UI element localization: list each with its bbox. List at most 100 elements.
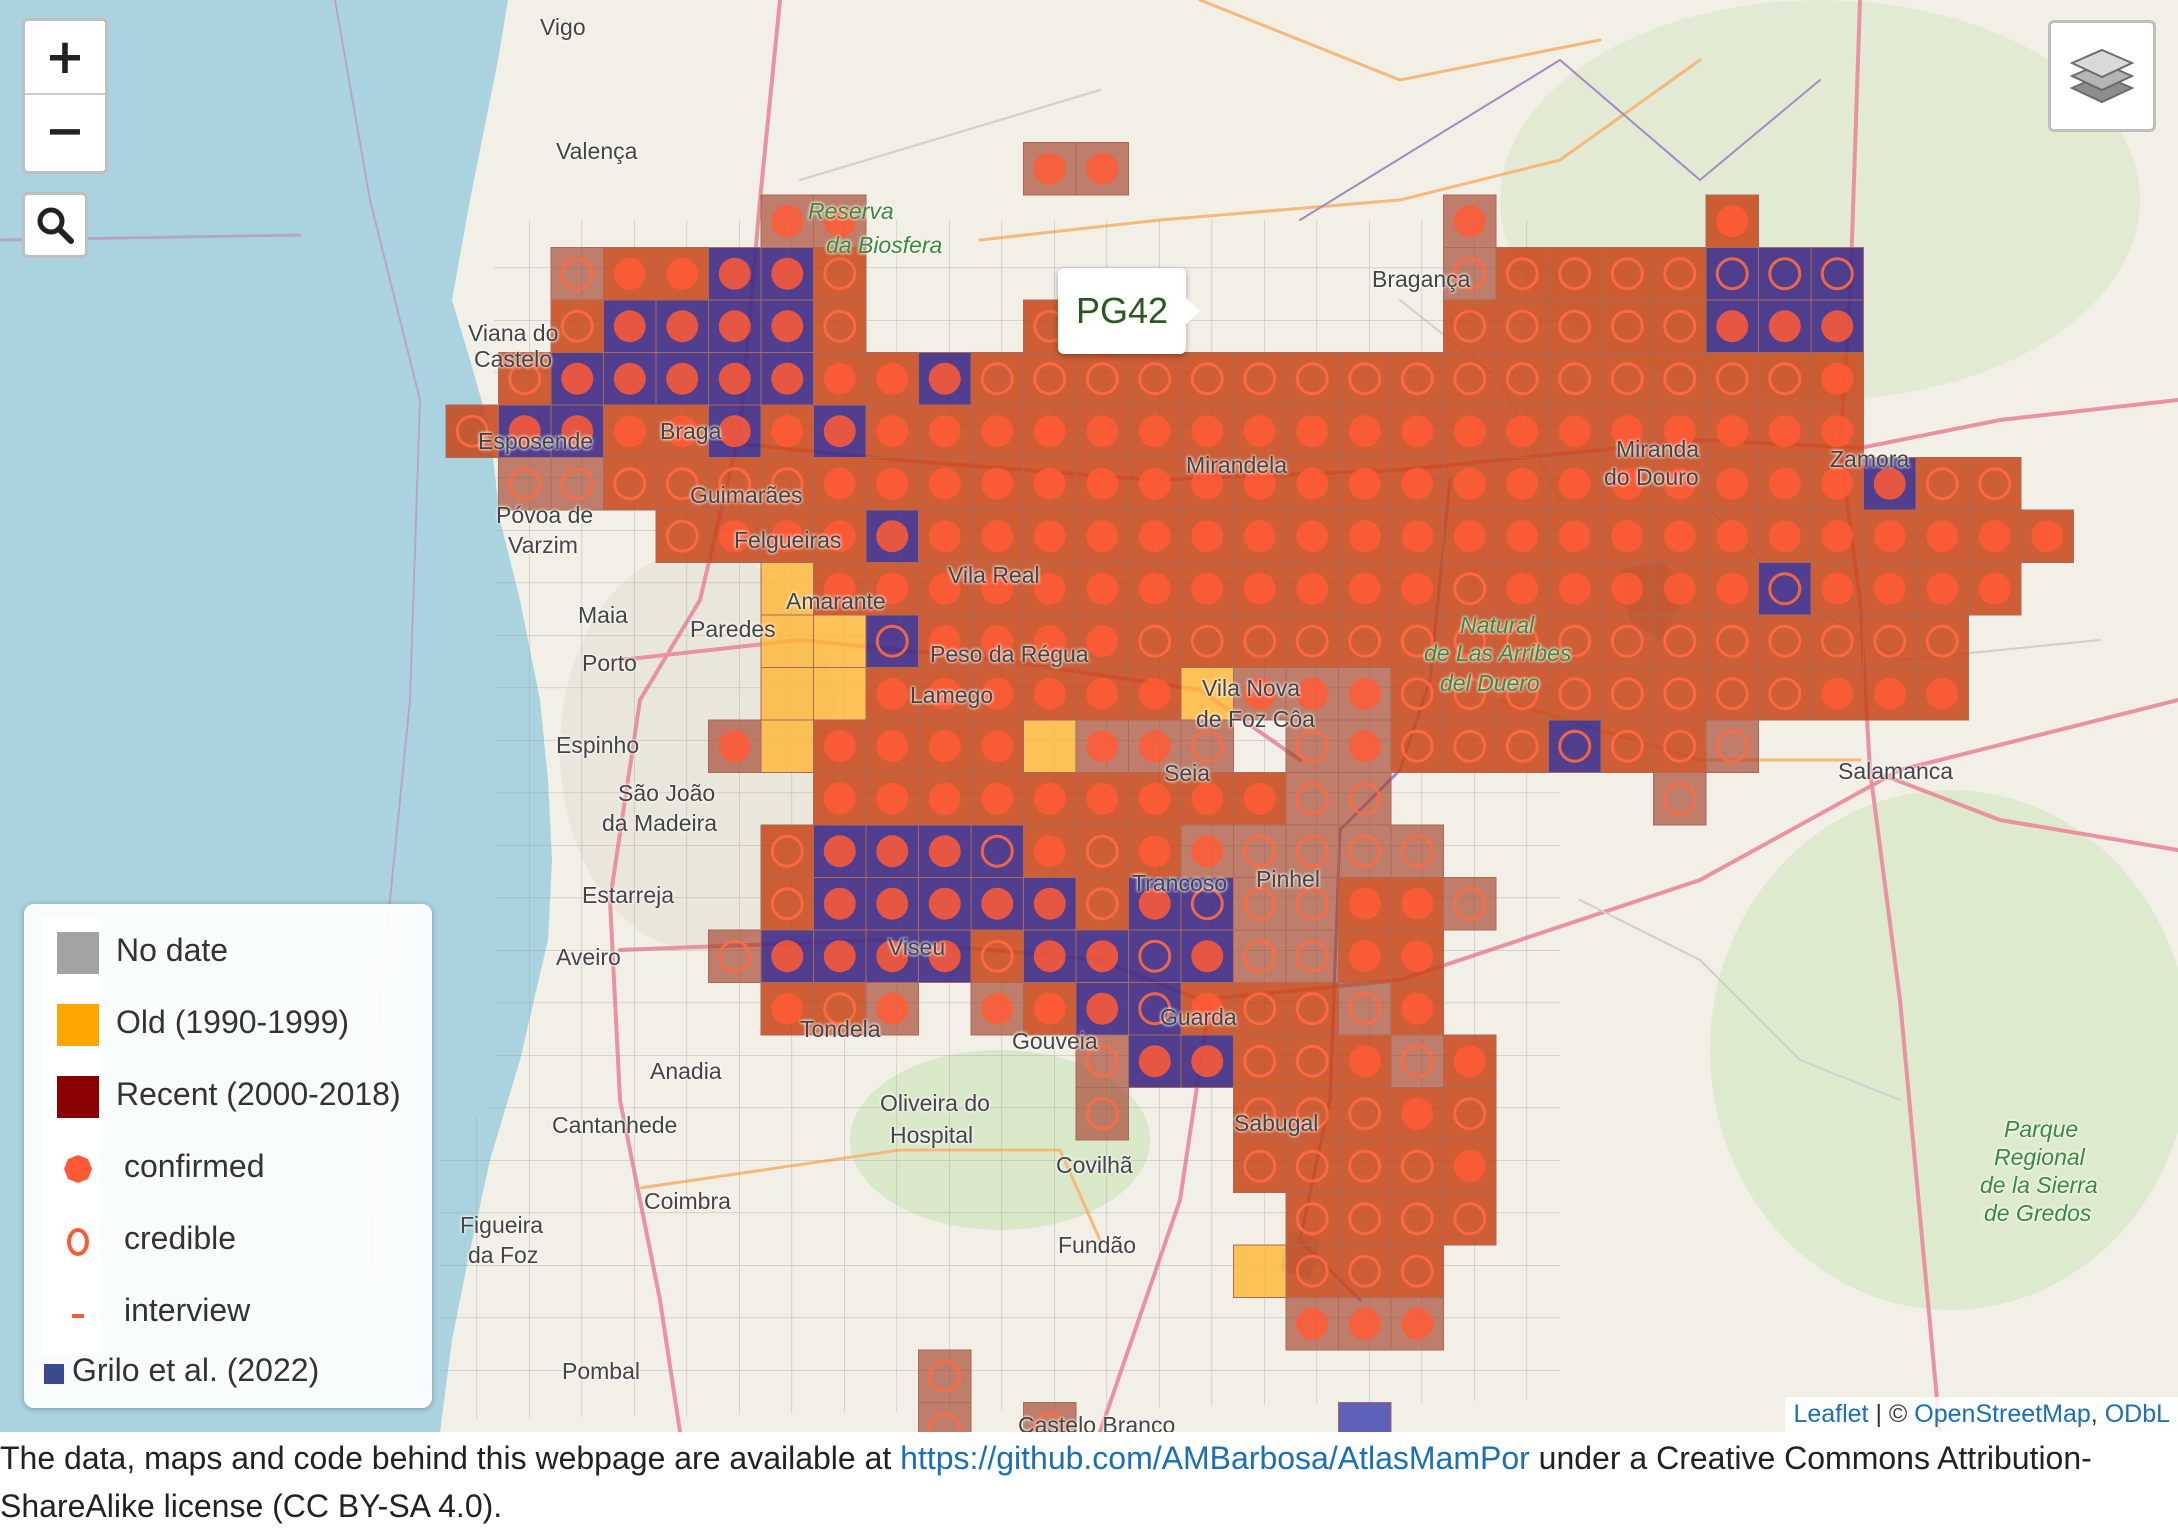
atlas-cell[interactable] xyxy=(1495,719,1549,773)
confirmed-marker[interactable] xyxy=(1086,677,1119,710)
atlas-cell[interactable] xyxy=(1233,877,1287,931)
credible-marker[interactable] xyxy=(560,257,594,291)
atlas-cell[interactable] xyxy=(1233,1244,1287,1298)
atlas-cell[interactable] xyxy=(1810,247,1864,301)
confirmed-marker[interactable] xyxy=(1821,467,1854,500)
credible-marker[interactable] xyxy=(1715,362,1749,396)
confirmed-marker[interactable] xyxy=(1033,625,1066,658)
confirmed-marker[interactable] xyxy=(1926,572,1959,605)
atlas-cell[interactable] xyxy=(760,824,814,878)
confirmed-marker[interactable] xyxy=(1086,730,1119,763)
confirmed-marker[interactable] xyxy=(1243,467,1276,500)
confirmed-marker[interactable] xyxy=(1296,572,1329,605)
confirmed-marker[interactable] xyxy=(1033,782,1066,815)
confirmed-marker[interactable] xyxy=(823,940,856,973)
atlas-cell[interactable] xyxy=(1180,614,1234,668)
atlas-cell[interactable] xyxy=(1023,719,1077,773)
credible-marker[interactable] xyxy=(1610,257,1644,291)
confirmed-marker[interactable] xyxy=(1138,730,1171,763)
atlas-cell[interactable] xyxy=(1758,352,1812,406)
confirmed-marker[interactable] xyxy=(1348,415,1381,448)
confirmed-marker[interactable] xyxy=(823,782,856,815)
atlas-cell[interactable] xyxy=(1075,877,1129,931)
confirmed-marker[interactable] xyxy=(1821,520,1854,553)
confirmed-marker[interactable] xyxy=(718,362,751,395)
atlas-cell[interactable] xyxy=(1548,299,1602,353)
credible-marker[interactable] xyxy=(1558,624,1592,658)
confirmed-marker[interactable] xyxy=(1191,1045,1224,1078)
credible-marker[interactable] xyxy=(1400,624,1434,658)
confirmed-marker[interactable] xyxy=(1086,152,1119,185)
confirmed-marker[interactable] xyxy=(1191,467,1224,500)
confirmed-marker[interactable] xyxy=(1033,887,1066,920)
atlas-cell[interactable] xyxy=(1390,824,1444,878)
credible-marker[interactable] xyxy=(1925,467,1959,501)
confirmed-marker[interactable] xyxy=(771,520,804,553)
atlas-cell[interactable] xyxy=(1338,1244,1392,1298)
atlas-cell[interactable] xyxy=(1233,352,1287,406)
credible-marker[interactable] xyxy=(1663,309,1697,343)
credible-marker[interactable] xyxy=(1295,729,1329,763)
confirmed-marker[interactable] xyxy=(613,310,646,343)
atlas-cell[interactable] xyxy=(1653,772,1707,826)
confirmed-marker[interactable] xyxy=(928,415,961,448)
confirmed-marker[interactable] xyxy=(1716,467,1749,500)
credible-marker[interactable] xyxy=(1400,362,1434,396)
confirmed-marker[interactable] xyxy=(1086,467,1119,500)
atlas-cell[interactable] xyxy=(918,1349,972,1403)
confirmed-marker[interactable] xyxy=(1033,520,1066,553)
confirmed-marker[interactable] xyxy=(1716,520,1749,553)
credible-marker[interactable] xyxy=(1453,257,1487,291)
confirmed-marker[interactable] xyxy=(1348,467,1381,500)
credible-marker[interactable] xyxy=(455,414,489,448)
credible-marker[interactable] xyxy=(928,1359,962,1393)
credible-marker[interactable] xyxy=(1085,834,1119,868)
credible-marker[interactable] xyxy=(1453,572,1487,606)
confirmed-marker[interactable] xyxy=(718,257,751,290)
confirmed-marker[interactable] xyxy=(1401,992,1434,1025)
atlas-cell[interactable] xyxy=(1075,824,1129,878)
credible-marker[interactable] xyxy=(1243,939,1277,973)
confirmed-marker[interactable] xyxy=(1663,572,1696,605)
atlas-cell[interactable] xyxy=(865,614,919,668)
atlas-cell[interactable] xyxy=(1495,299,1549,353)
atlas-cell[interactable] xyxy=(1180,352,1234,406)
confirmed-marker[interactable] xyxy=(1033,467,1066,500)
confirmed-marker[interactable] xyxy=(771,992,804,1025)
atlas-cell[interactable] xyxy=(1285,1034,1339,1088)
credible-marker[interactable] xyxy=(1610,624,1644,658)
credible-marker[interactable] xyxy=(928,1412,962,1432)
confirmed-marker[interactable] xyxy=(1086,520,1119,553)
confirmed-marker[interactable] xyxy=(1086,782,1119,815)
atlas-cell[interactable] xyxy=(1233,1139,1287,1193)
confirmed-marker[interactable] xyxy=(1978,572,2011,605)
atlas-cell[interactable] xyxy=(1653,614,1707,668)
confirmed-marker[interactable] xyxy=(1401,467,1434,500)
atlas-cell[interactable] xyxy=(1338,824,1392,878)
credible-marker[interactable] xyxy=(1715,624,1749,658)
credible-marker[interactable] xyxy=(1243,992,1277,1026)
confirmed-marker[interactable] xyxy=(981,992,1014,1025)
confirmed-marker[interactable] xyxy=(823,205,856,238)
confirmed-marker[interactable] xyxy=(928,677,961,710)
credible-marker[interactable] xyxy=(1348,624,1382,658)
confirmed-marker[interactable] xyxy=(771,940,804,973)
credible-marker[interactable] xyxy=(1768,572,1802,606)
confirmed-marker[interactable] xyxy=(1611,572,1644,605)
credible-marker[interactable] xyxy=(508,362,542,396)
credible-marker[interactable] xyxy=(1505,257,1539,291)
atlas-cell[interactable] xyxy=(1600,614,1654,668)
credible-marker[interactable] xyxy=(980,834,1014,868)
credible-marker[interactable] xyxy=(1873,624,1907,658)
confirmed-marker[interactable] xyxy=(1348,940,1381,973)
atlas-cell[interactable] xyxy=(1285,352,1339,406)
atlas-cell[interactable] xyxy=(1023,1402,1077,1433)
confirmed-marker[interactable] xyxy=(1716,310,1749,343)
atlas-cell[interactable] xyxy=(1495,667,1549,721)
confirmed-marker[interactable] xyxy=(1033,835,1066,868)
confirmed-marker[interactable] xyxy=(876,835,909,868)
credible-marker[interactable] xyxy=(1348,834,1382,868)
confirmed-marker[interactable] xyxy=(666,415,699,448)
credible-marker[interactable] xyxy=(1453,624,1487,658)
credible-marker[interactable] xyxy=(560,467,594,501)
